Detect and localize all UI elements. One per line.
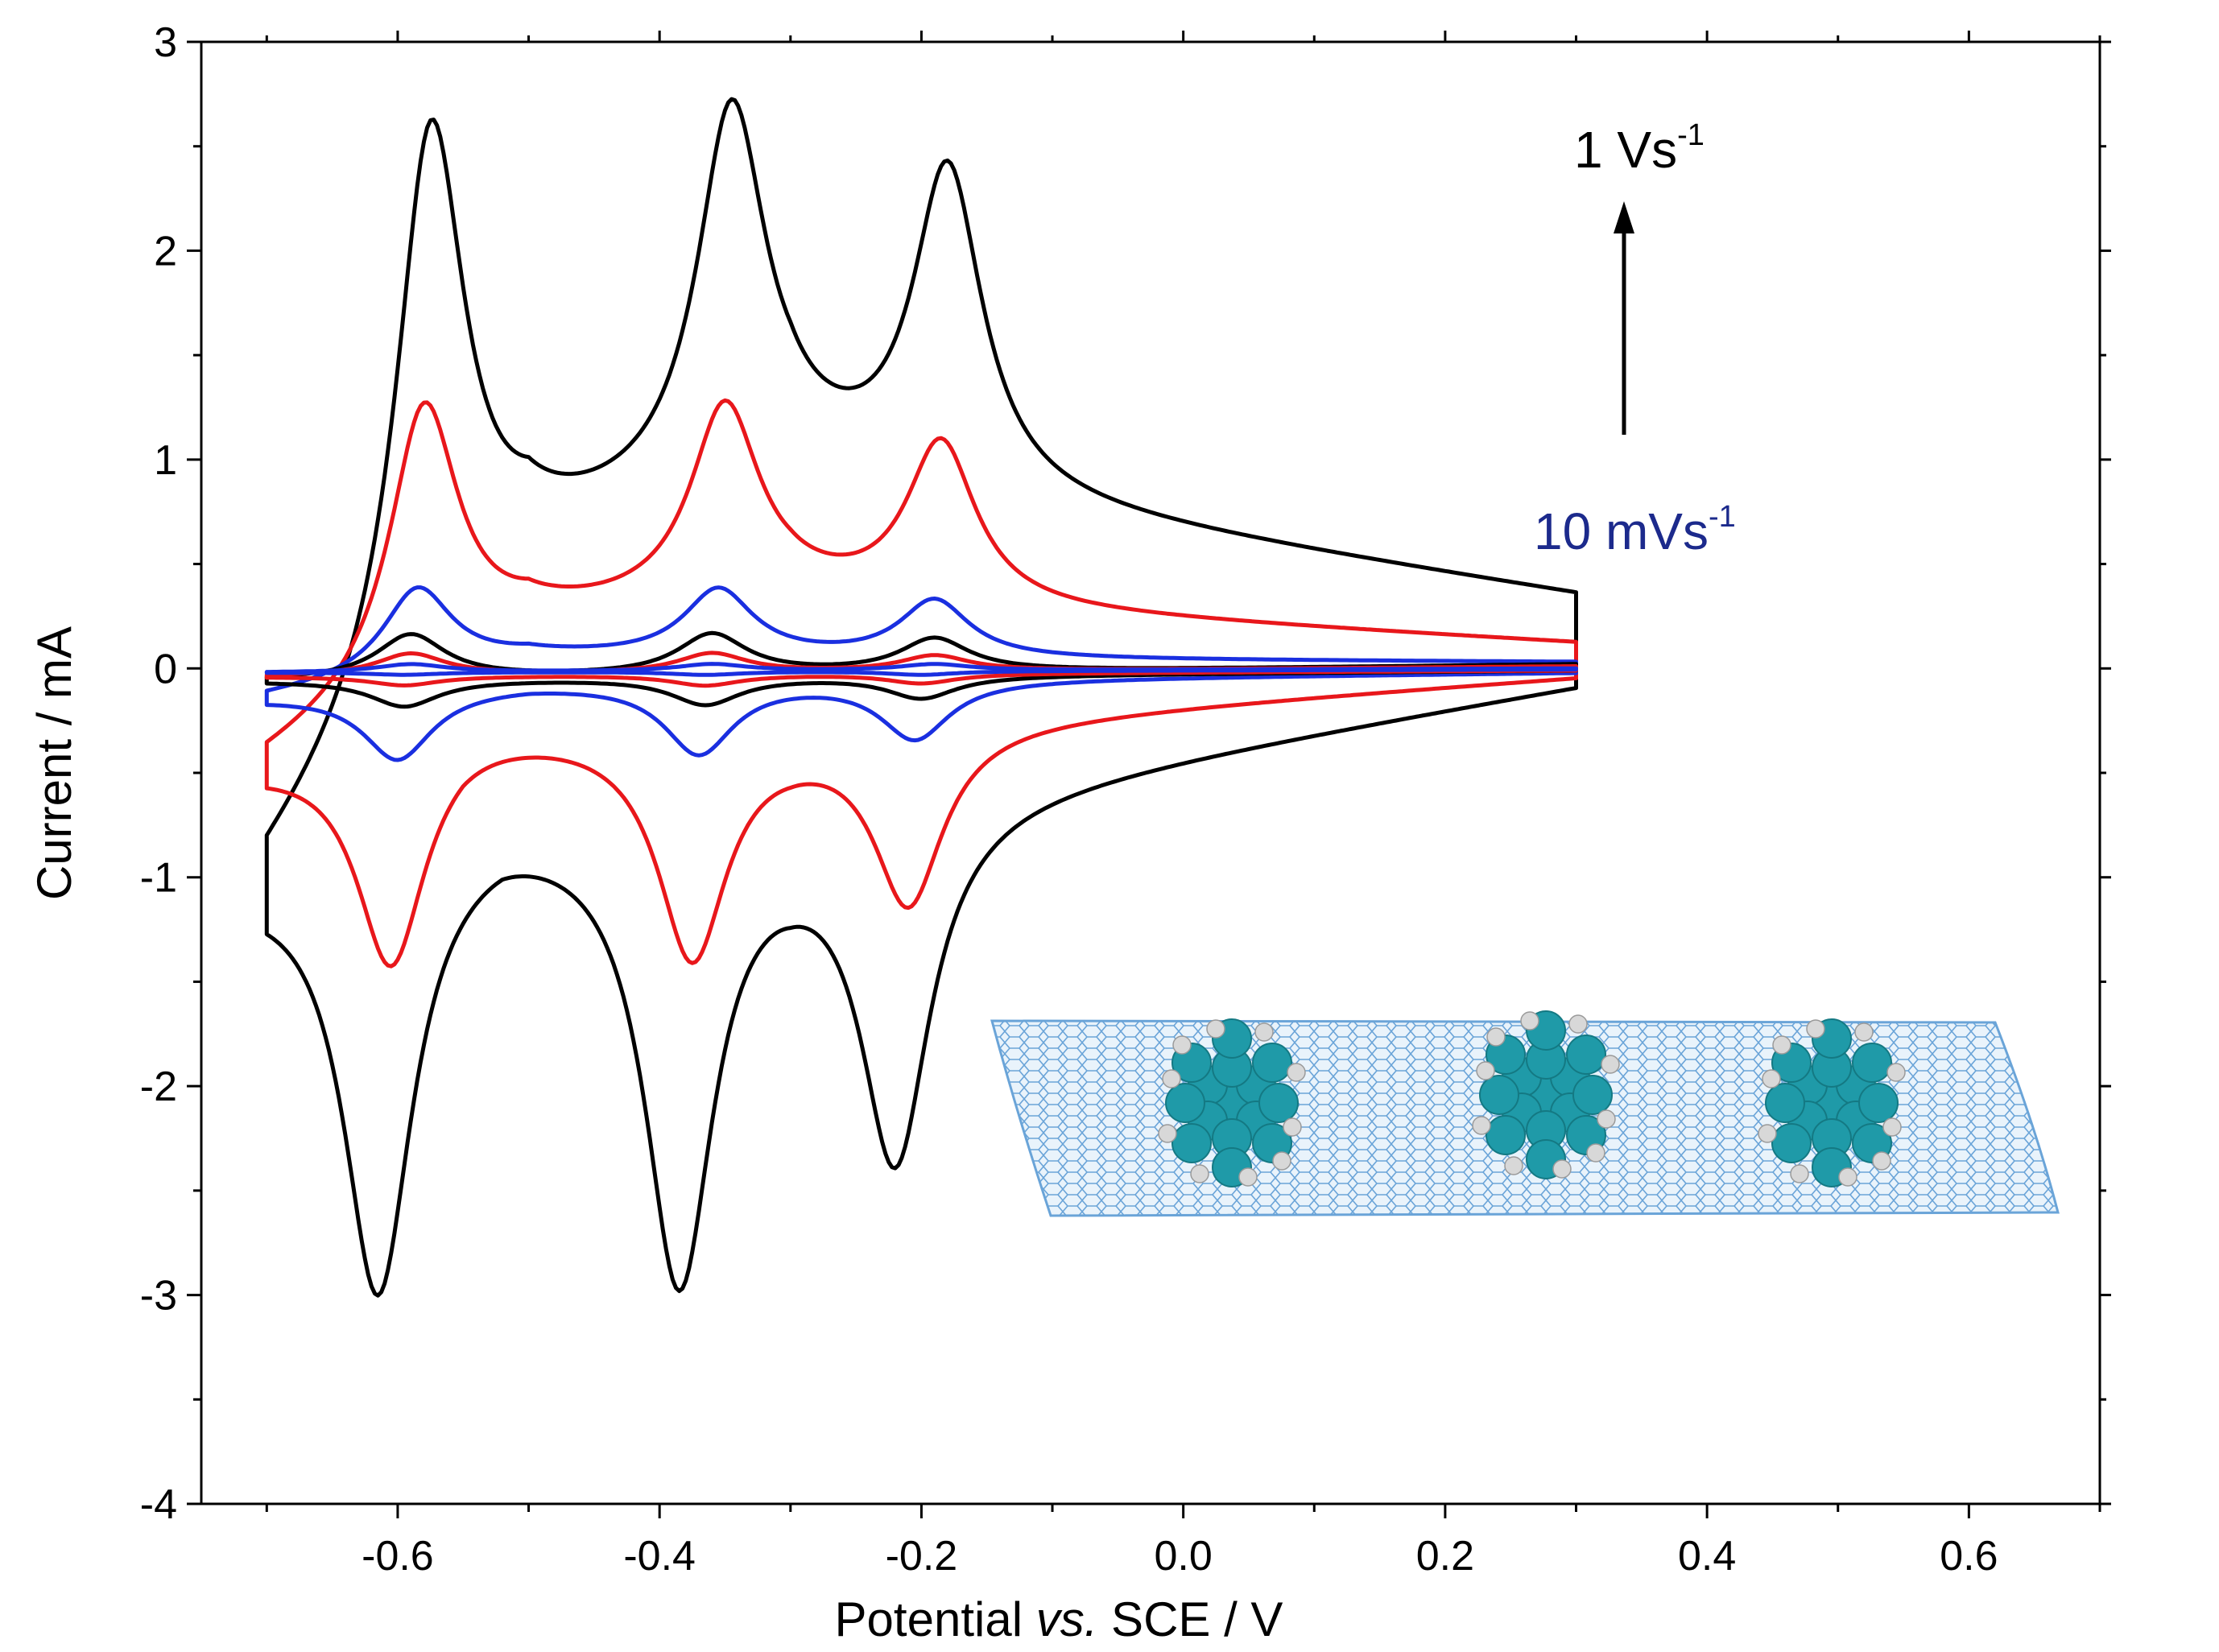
cv-curve-5 (264, 662, 1578, 677)
hydrogen-atom (1790, 1164, 1809, 1183)
y-tick-label: -1 (140, 855, 177, 902)
hydrogen-atom (1758, 1124, 1777, 1143)
x-tick-label: 0.4 (1678, 1533, 1736, 1580)
y-tick-label: -2 (140, 1063, 177, 1110)
hydrogen-atom (1872, 1151, 1891, 1171)
hydrogen-atom (1806, 1019, 1825, 1039)
hydrogen-atom (1472, 1116, 1491, 1135)
hydrogen-atom (1772, 1035, 1791, 1055)
y-axis-label: Current / mA (27, 626, 81, 900)
hydrogen-atom (1190, 1164, 1209, 1183)
hydrogen-atom (1254, 1022, 1274, 1042)
hydrogen-atom (1172, 1035, 1192, 1055)
x-tick-label: 0.6 (1940, 1533, 1998, 1580)
hydrogen-atom (1568, 1014, 1588, 1034)
carbon-atom (1572, 1075, 1613, 1115)
bottom-scan-rate-label: 10 mVs-1 (1534, 500, 1736, 560)
hydrogen-atom (1283, 1117, 1302, 1137)
hydrogen-atom (1238, 1167, 1258, 1187)
y-tick-label: 3 (154, 19, 177, 66)
carbon-atom (1566, 1035, 1606, 1075)
cv-curve-1 (264, 398, 1578, 968)
carbon-atom (1771, 1123, 1812, 1163)
carbon-atom (1479, 1075, 1519, 1115)
carbon-atom (1858, 1083, 1899, 1123)
carbon-atom (1765, 1083, 1805, 1123)
hydrogen-atom (1886, 1063, 1906, 1082)
hydrogen-atom (1206, 1019, 1225, 1039)
scan-rate-arrow (1614, 201, 1634, 435)
cv-curve-2 (264, 585, 1578, 762)
x-tick-label: -0.2 (886, 1533, 958, 1580)
carbon-atom (1171, 1123, 1212, 1163)
nanotube-illustration (990, 1010, 2060, 1217)
y-tick-label: 0 (154, 646, 177, 692)
y-tick-label: 1 (154, 437, 177, 484)
hydrogen-atom (1504, 1156, 1523, 1175)
hydrogen-atom (1552, 1159, 1572, 1179)
hydrogen-atom (1162, 1069, 1181, 1088)
hydrogen-atom (1586, 1143, 1605, 1163)
hydrogen-atom (1158, 1124, 1177, 1143)
y-tick-label: 2 (154, 228, 177, 275)
hydrogen-atom (1520, 1011, 1539, 1030)
hydrogen-atom (1486, 1027, 1506, 1047)
carbon-atom (1486, 1115, 1526, 1155)
molecule-2 (1758, 1018, 1906, 1187)
molecule-1 (1472, 1010, 1620, 1179)
hydrogen-atom (1597, 1109, 1616, 1129)
hydrogen-atom (1762, 1069, 1781, 1088)
hydrogen-atom (1476, 1061, 1495, 1080)
carbon-atom (1852, 1043, 1892, 1083)
molecule-0 (1158, 1018, 1306, 1187)
hydrogen-atom (1882, 1117, 1902, 1137)
cv-curve-0 (264, 97, 1578, 1298)
x-axis-label: Potential vs. SCE / V (835, 1592, 1283, 1646)
x-tick-label: 0.2 (1416, 1533, 1474, 1580)
y-tick-label: -4 (140, 1481, 177, 1528)
carbon-atom (1252, 1043, 1292, 1083)
carbon-atom (1258, 1083, 1299, 1123)
top-scan-rate-label: 1 Vs-1 (1574, 118, 1705, 179)
hydrogen-atom (1601, 1055, 1620, 1074)
hydrogen-atom (1854, 1022, 1874, 1042)
hydrogen-atom (1287, 1063, 1306, 1082)
carbon-atom (1165, 1083, 1205, 1123)
x-tick-label: -0.6 (362, 1533, 434, 1580)
y-tick-label: -3 (140, 1273, 177, 1320)
x-tick-label: -0.4 (623, 1533, 696, 1580)
hydrogen-atom (1272, 1151, 1291, 1171)
hydrogen-atom (1838, 1167, 1857, 1187)
x-tick-label: 0.0 (1155, 1533, 1213, 1580)
